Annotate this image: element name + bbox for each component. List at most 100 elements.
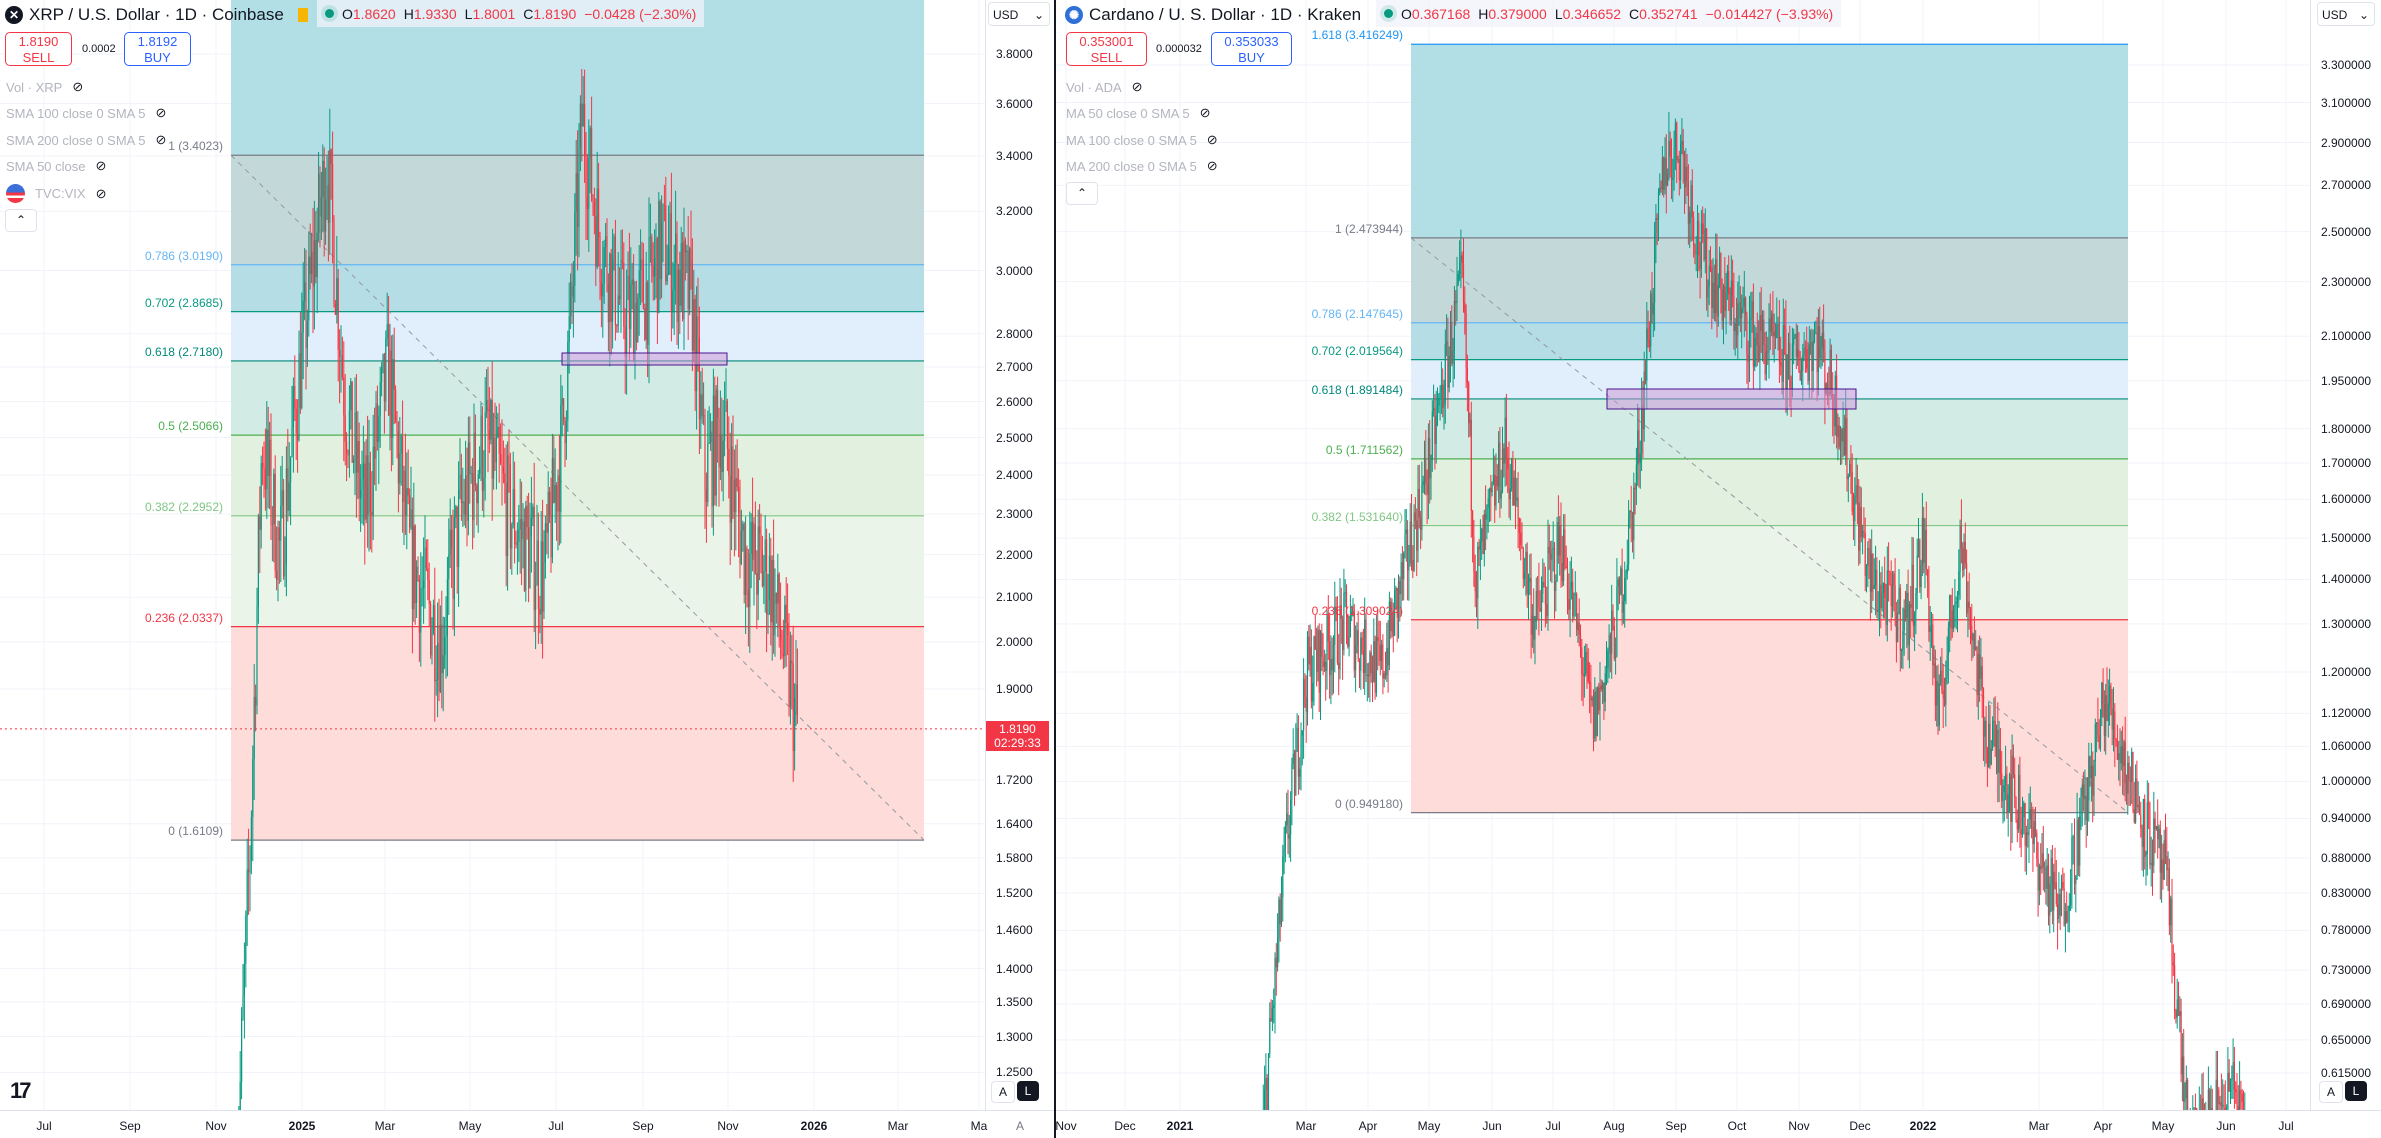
candle-body bbox=[1774, 331, 1777, 339]
candle-body bbox=[763, 571, 765, 587]
indicator-sma200[interactable]: SMA 200 close 0 SMA 5 ⊘ bbox=[6, 132, 166, 148]
candle-body bbox=[1479, 541, 1481, 550]
xrp-chart-canvas[interactable] bbox=[0, 0, 985, 1110]
indicator-sma50[interactable]: SMA 50 close ⊘ bbox=[6, 158, 106, 174]
buy-button[interactable]: 0.353033 BUY bbox=[1211, 32, 1292, 66]
candle-body bbox=[2020, 829, 2022, 835]
eye-hidden-icon[interactable]: ⊘ bbox=[1206, 132, 1218, 147]
sell-button[interactable]: 0.353001 SELL bbox=[1066, 32, 1147, 66]
indicator-ma200[interactable]: MA 200 close 0 SMA 5 ⊘ bbox=[1066, 158, 1218, 174]
candle-body bbox=[2103, 703, 2105, 736]
candle-body bbox=[1696, 221, 1699, 254]
candle-body bbox=[654, 258, 656, 277]
candle-body bbox=[1408, 563, 1410, 571]
eye-hidden-icon[interactable]: ⊘ bbox=[95, 158, 107, 173]
open-value: 1.8620 bbox=[352, 5, 396, 22]
indicator-vix[interactable]: TVC:VIX ⊘ bbox=[6, 184, 106, 203]
candle-body bbox=[2110, 685, 2112, 709]
price-axis[interactable]: USD ⌄ A L 3.300000 3.100000 2.900000 2.70000… bbox=[2310, 0, 2381, 1110]
candle-body bbox=[521, 519, 523, 540]
candle-body bbox=[1988, 723, 1990, 768]
candle-body bbox=[554, 485, 556, 503]
candle-body bbox=[557, 475, 559, 512]
candle-body bbox=[1529, 578, 1531, 583]
candle-body bbox=[1663, 157, 1665, 191]
buy-button[interactable]: 1.8192 BUY bbox=[124, 32, 191, 66]
tradingview-logo[interactable]: 17 bbox=[10, 1078, 32, 1103]
candle-body bbox=[1381, 644, 1383, 661]
candle-body bbox=[1429, 438, 1431, 479]
candle-body bbox=[610, 253, 612, 322]
time-axis[interactable]: A Jul Sep Nov 2025 Mar May Jul Sep Nov 2026 Mar Ma bbox=[0, 1110, 1054, 1138]
eye-hidden-icon[interactable]: ⊘ bbox=[155, 105, 167, 120]
price-axis[interactable]: USD ⌄ 1.8190 02:29:33 A L 3.8000 3.6000 3.4… bbox=[985, 0, 1054, 1110]
candle-body bbox=[2174, 965, 2176, 1011]
candle-body bbox=[1651, 293, 1653, 315]
collapse-legend-button[interactable]: ⌃ bbox=[5, 209, 37, 232]
candle-body bbox=[1387, 648, 1389, 666]
candle-body bbox=[1776, 324, 1778, 339]
currency-select[interactable]: USD ⌄ bbox=[988, 2, 1050, 26]
change-value: −0.0428 (−2.30%) bbox=[584, 5, 697, 22]
symbol-title[interactable]: ✕ XRP / U.S. Dollar · 1D · Coinbase bbox=[5, 5, 308, 25]
eye-hidden-icon[interactable]: ⊘ bbox=[1206, 158, 1218, 173]
candle-body bbox=[1508, 469, 1510, 500]
eye-hidden-icon[interactable]: ⊘ bbox=[155, 132, 167, 147]
time-axis-auto-button[interactable]: A bbox=[1015, 1119, 1025, 1133]
fib-zone-0.786-0.702 bbox=[231, 264, 924, 312]
pane-divider[interactable] bbox=[1054, 0, 1056, 1138]
currency-select[interactable]: USD ⌄ bbox=[2317, 2, 2375, 26]
candle-body bbox=[368, 462, 370, 515]
candle-body bbox=[1850, 464, 1852, 472]
candle-body bbox=[2063, 887, 2065, 926]
candle-body bbox=[1530, 578, 1532, 635]
indicator-sma100[interactable]: SMA 100 close 0 SMA 5 ⊘ bbox=[6, 105, 166, 121]
candle-body bbox=[526, 505, 528, 528]
candle-body bbox=[1477, 546, 1479, 599]
symbol-title-text: Cardano / U. S. Dollar · 1D · Kraken bbox=[1089, 5, 1362, 24]
collapse-legend-button[interactable]: ⌃ bbox=[1066, 182, 1098, 205]
indicator-ma50[interactable]: MA 50 close 0 SMA 5 ⊘ bbox=[1066, 105, 1210, 121]
indicator-ma100[interactable]: MA 100 close 0 SMA 5 ⊘ bbox=[1066, 132, 1218, 148]
candle-body bbox=[1780, 362, 1782, 366]
candle-body bbox=[395, 389, 397, 422]
eye-hidden-icon[interactable]: ⊘ bbox=[95, 185, 107, 201]
time-axis[interactable]: Nov Dec 2021 Mar Apr May Jun Jul Aug Sep Oct Nov Dec… bbox=[1056, 1110, 2381, 1138]
candle-body bbox=[1829, 349, 1831, 395]
eye-hidden-icon[interactable]: ⊘ bbox=[1131, 79, 1143, 94]
candle-body bbox=[434, 605, 436, 681]
chevron-down-icon: ⌄ bbox=[2358, 8, 2369, 22]
candle-body bbox=[1704, 228, 1706, 260]
ada-chart-canvas[interactable] bbox=[1056, 0, 2310, 1110]
candle-body bbox=[712, 395, 714, 507]
eye-hidden-icon[interactable]: ⊘ bbox=[72, 79, 84, 94]
candle-body bbox=[2185, 1080, 2187, 1099]
candle-body bbox=[1973, 633, 1975, 650]
indicator-vol[interactable]: Vol · ADA ⊘ bbox=[1066, 79, 1143, 95]
auto-scale-button[interactable]: A bbox=[2319, 1081, 2343, 1103]
sell-button[interactable]: 1.8190 SELL bbox=[5, 32, 72, 66]
ada-chart-pane[interactable]: ✺ Cardano / U. S. Dollar · 1D · Kraken O… bbox=[1056, 0, 2381, 1138]
flag-icon[interactable] bbox=[297, 8, 308, 22]
xrp-chart-pane[interactable]: ✕ XRP / U.S. Dollar · 1D · Coinbase O1.8… bbox=[0, 0, 1054, 1138]
candle-body bbox=[2131, 751, 2133, 782]
candle-body bbox=[1267, 1053, 1270, 1110]
candle-body bbox=[1786, 354, 1788, 390]
candle-body bbox=[1654, 232, 1656, 303]
candle-body bbox=[325, 200, 327, 232]
candle-body bbox=[1563, 529, 1565, 582]
log-scale-button[interactable]: L bbox=[2345, 1081, 2367, 1101]
candle-body bbox=[1884, 582, 1886, 598]
auto-scale-button[interactable]: A bbox=[991, 1081, 1015, 1103]
candle-body bbox=[711, 431, 713, 507]
indicator-vol[interactable]: Vol · XRP ⊘ bbox=[6, 79, 83, 95]
symbol-title[interactable]: ✺ Cardano / U. S. Dollar · 1D · Kraken bbox=[1065, 5, 1361, 25]
candle-body bbox=[570, 281, 572, 317]
eye-hidden-icon[interactable]: ⊘ bbox=[1199, 105, 1211, 120]
candle-body bbox=[1816, 332, 1818, 373]
candle-body bbox=[470, 473, 472, 475]
candle-body bbox=[1282, 856, 1284, 898]
candle-body bbox=[1310, 646, 1312, 702]
log-scale-button[interactable]: L bbox=[1017, 1081, 1039, 1101]
candle-body bbox=[1728, 270, 1730, 295]
